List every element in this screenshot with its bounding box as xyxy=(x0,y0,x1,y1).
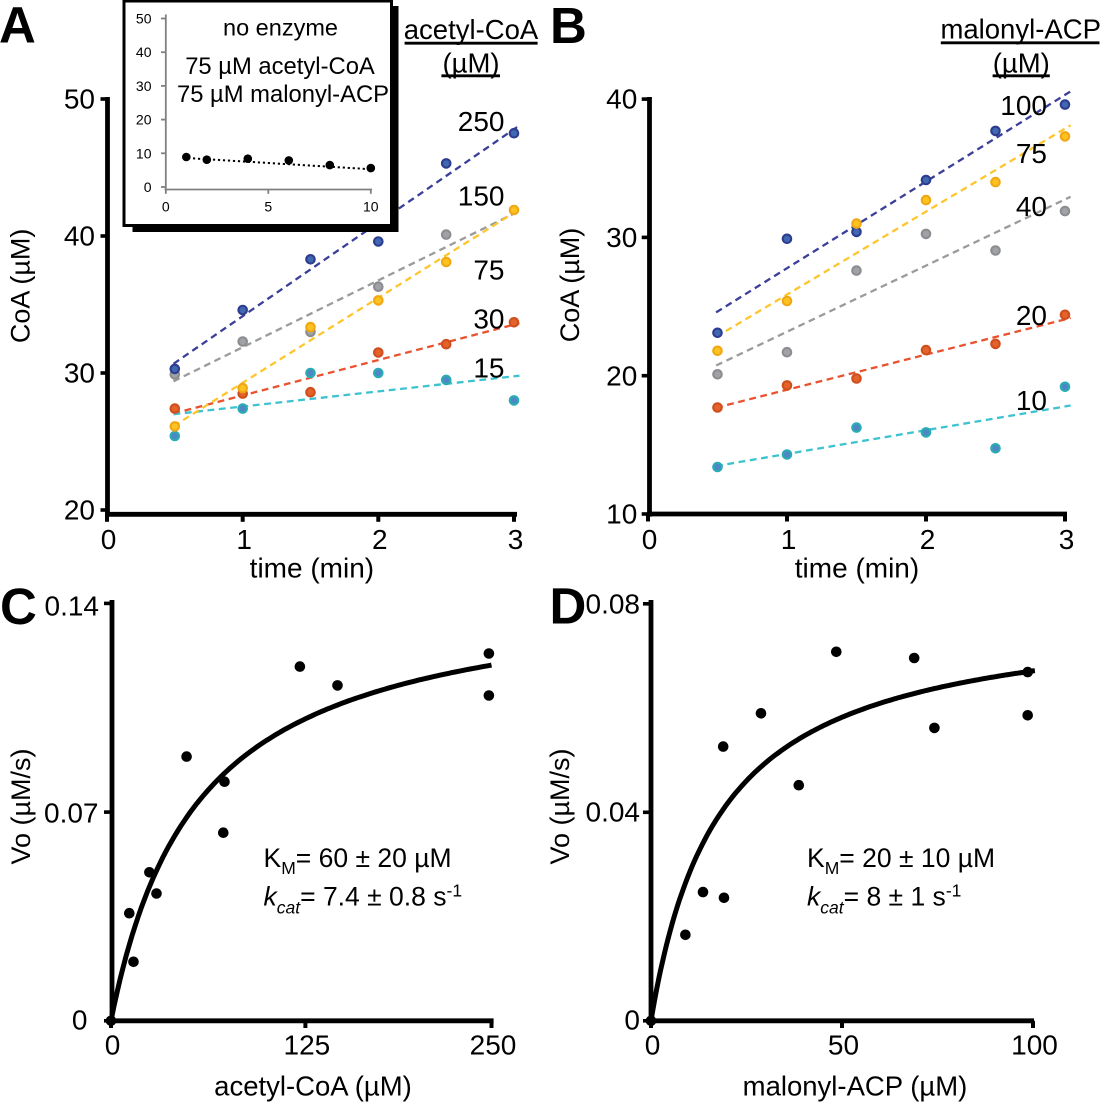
svg-text:150: 150 xyxy=(458,181,505,212)
svg-text:5: 5 xyxy=(264,199,272,215)
svg-text:0: 0 xyxy=(645,1029,661,1060)
svg-text:0.07: 0.07 xyxy=(44,798,99,829)
svg-text:0.04: 0.04 xyxy=(586,797,641,828)
svg-text:10: 10 xyxy=(1016,385,1047,416)
svg-text:100: 100 xyxy=(1011,1029,1058,1060)
svg-text:0: 0 xyxy=(72,1005,88,1036)
svg-text:0: 0 xyxy=(642,524,658,555)
svg-text:10: 10 xyxy=(136,145,152,161)
svg-text:1: 1 xyxy=(236,524,252,555)
svg-text:10: 10 xyxy=(363,199,379,215)
svg-text:75 µM malonyl-ACP: 75 µM malonyl-ACP xyxy=(177,81,389,108)
svg-text:40: 40 xyxy=(136,44,152,60)
svg-text:30: 30 xyxy=(136,78,152,94)
svg-text:0.08: 0.08 xyxy=(586,589,641,620)
svg-text:malonyl-ACP: malonyl-ACP xyxy=(940,14,1100,45)
svg-text:30: 30 xyxy=(473,304,504,335)
svg-text:kcat= 7.4 ± 0.8 s-1: kcat= 7.4 ± 0.8 s-1 xyxy=(264,881,463,918)
svg-text:acetyl-CoA (µM): acetyl-CoA (µM) xyxy=(214,1071,412,1102)
svg-text:20: 20 xyxy=(606,360,637,391)
svg-text:time (min): time (min) xyxy=(250,552,374,583)
svg-text:20: 20 xyxy=(64,495,95,526)
svg-text:Vo (µM/s): Vo (µM/s) xyxy=(6,748,36,864)
svg-text:0: 0 xyxy=(144,179,152,195)
svg-text:0.14: 0.14 xyxy=(45,591,100,622)
svg-text:50: 50 xyxy=(828,1029,859,1060)
svg-text:2: 2 xyxy=(372,524,388,555)
svg-text:30: 30 xyxy=(606,222,637,253)
svg-text:KM= 20 ± 10 µM: KM= 20 ± 10 µM xyxy=(807,843,995,878)
svg-text:Vo (µM/s): Vo (µM/s) xyxy=(545,748,575,864)
svg-text:40: 40 xyxy=(1016,191,1047,222)
svg-text:40: 40 xyxy=(64,221,95,252)
svg-text:no enzyme: no enzyme xyxy=(223,15,338,41)
svg-text:A: A xyxy=(0,0,36,54)
svg-text:(µM): (µM) xyxy=(993,48,1050,79)
svg-text:75 µM acetyl-CoA: 75 µM acetyl-CoA xyxy=(185,53,375,80)
svg-text:3: 3 xyxy=(508,524,524,555)
svg-text:50: 50 xyxy=(64,84,95,115)
svg-text:40: 40 xyxy=(606,84,637,115)
svg-text:15: 15 xyxy=(473,353,504,384)
svg-text:10: 10 xyxy=(606,499,637,530)
svg-text:malonyl-ACP (µM): malonyl-ACP (µM) xyxy=(743,1071,968,1102)
svg-text:B: B xyxy=(550,0,587,54)
svg-text:time (min): time (min) xyxy=(795,552,919,583)
svg-text:acetyl-CoA: acetyl-CoA xyxy=(404,14,539,45)
svg-text:CoA (µM): CoA (µM) xyxy=(555,228,585,343)
svg-text:0: 0 xyxy=(105,1029,121,1060)
svg-text:75: 75 xyxy=(473,255,504,286)
svg-text:125: 125 xyxy=(284,1029,331,1060)
svg-text:50: 50 xyxy=(136,11,152,27)
svg-text:0: 0 xyxy=(101,524,117,555)
svg-text:kcat= 8 ± 1 s-1: kcat= 8 ± 1 s-1 xyxy=(807,881,961,918)
svg-text:3: 3 xyxy=(1059,524,1075,555)
svg-text:CoA (µM): CoA (µM) xyxy=(6,229,36,344)
svg-text:100: 100 xyxy=(1000,90,1047,121)
svg-text:0: 0 xyxy=(624,1005,640,1036)
svg-text:30: 30 xyxy=(64,358,95,389)
svg-text:D: D xyxy=(550,578,587,635)
svg-text:C: C xyxy=(0,578,37,635)
svg-text:75: 75 xyxy=(1016,138,1047,169)
svg-text:250: 250 xyxy=(458,106,505,137)
svg-text:20: 20 xyxy=(1016,300,1047,331)
svg-text:(µM): (µM) xyxy=(442,48,499,79)
svg-text:250: 250 xyxy=(470,1029,517,1060)
svg-text:0: 0 xyxy=(162,199,170,215)
svg-text:1: 1 xyxy=(781,524,797,555)
svg-text:2: 2 xyxy=(920,524,936,555)
svg-text:KM= 60 ± 20 µM: KM= 60 ± 20 µM xyxy=(264,843,452,878)
svg-text:20: 20 xyxy=(136,112,152,128)
